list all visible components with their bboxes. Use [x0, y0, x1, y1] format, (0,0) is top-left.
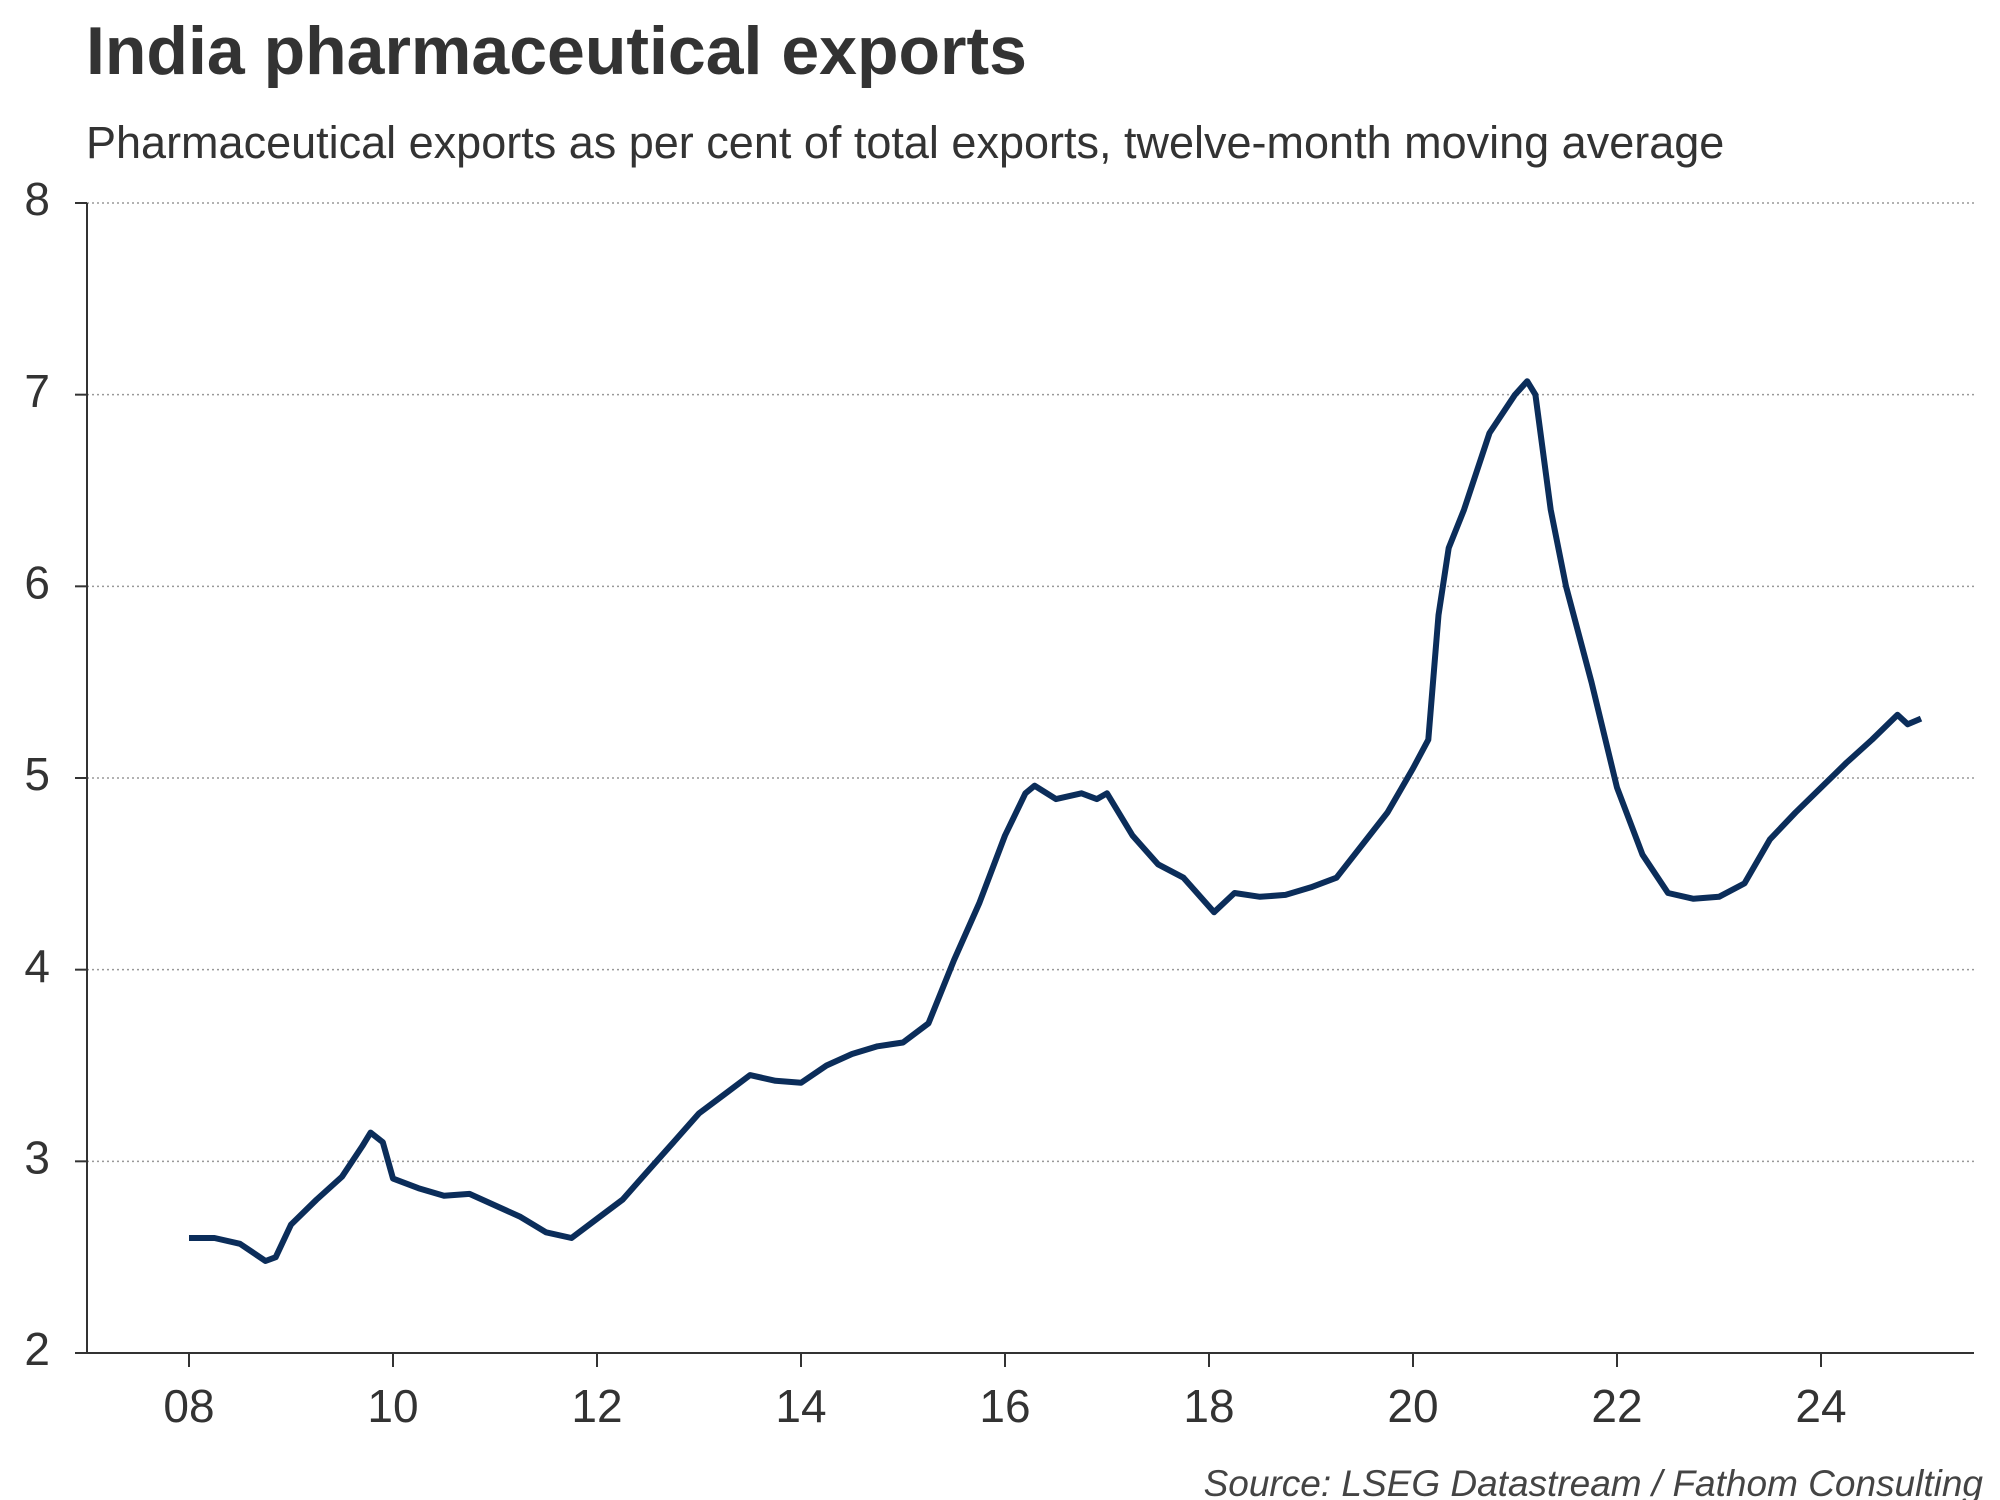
y-tick-label: 3 [24, 1131, 50, 1183]
data-line [189, 378, 1923, 1264]
x-tick-label: 22 [1591, 1380, 1642, 1432]
x-tick-label: 12 [571, 1380, 622, 1432]
x-tick-label: 10 [367, 1380, 418, 1432]
y-tick-label: 8 [24, 173, 50, 225]
y-tick-label: 4 [24, 940, 50, 992]
source-note: Source: LSEG Datastream / Fathom Consult… [1204, 1463, 1984, 1500]
x-tick-label: 20 [1387, 1380, 1438, 1432]
chart-title: India pharmaceutical exports [86, 13, 1027, 89]
x-tick-label: 18 [1183, 1380, 1234, 1432]
y-tick-label: 7 [24, 365, 50, 417]
y-tick-label: 6 [24, 556, 50, 608]
y-tick-label: 2 [24, 1323, 50, 1375]
chart-subtitle: Pharmaceutical exports as per cent of to… [86, 117, 1724, 168]
y-tick-label: 5 [24, 748, 50, 800]
x-tick-label: 24 [1795, 1380, 1846, 1432]
x-tick-label: 14 [775, 1380, 826, 1432]
x-tick-label: 16 [979, 1380, 1030, 1432]
x-tick-label: 08 [163, 1380, 214, 1432]
